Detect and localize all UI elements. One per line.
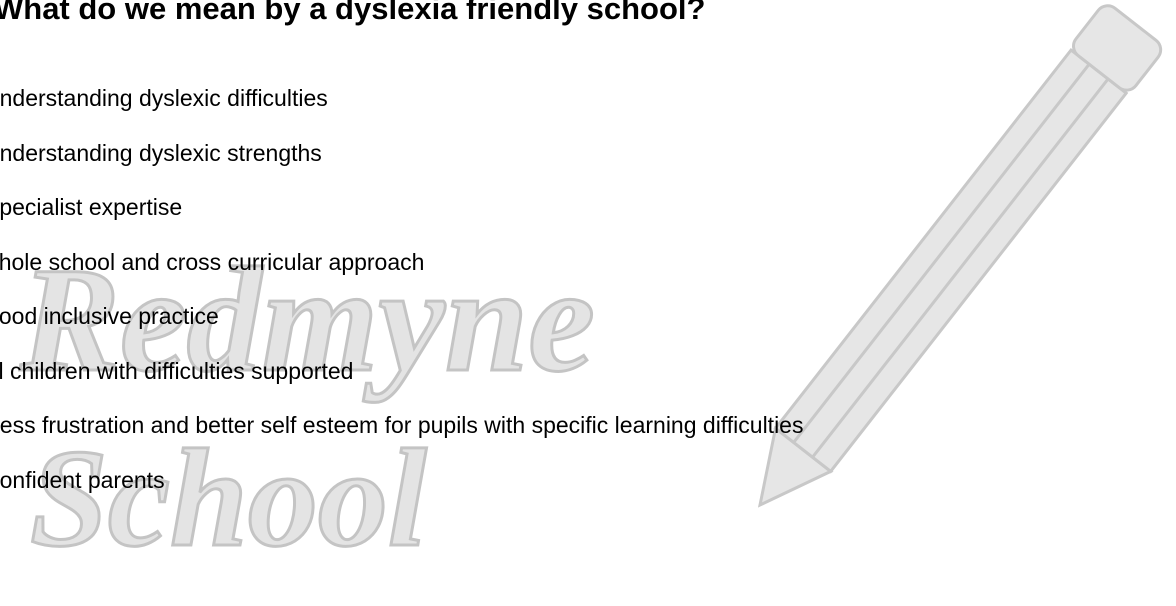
list-item: Understanding dyslexic difficulties xyxy=(0,83,799,138)
list-item: Understanding dyslexic strengths xyxy=(0,138,799,193)
list-item: Confident parents xyxy=(0,465,799,520)
list-item: All children with difficulties supported xyxy=(0,356,794,411)
page: Redmyne School What do we mean by a dysl… xyxy=(0,0,1176,606)
title: What do we mean by a dyslexia friendly s… xyxy=(0,0,705,27)
list-item: Specialist expertise xyxy=(0,192,800,247)
list-item: Whole school and cross curricular approa… xyxy=(0,247,793,302)
list-item: Good inclusive practice xyxy=(0,301,797,356)
list-item: Less frustration and better self esteem … xyxy=(0,410,803,465)
